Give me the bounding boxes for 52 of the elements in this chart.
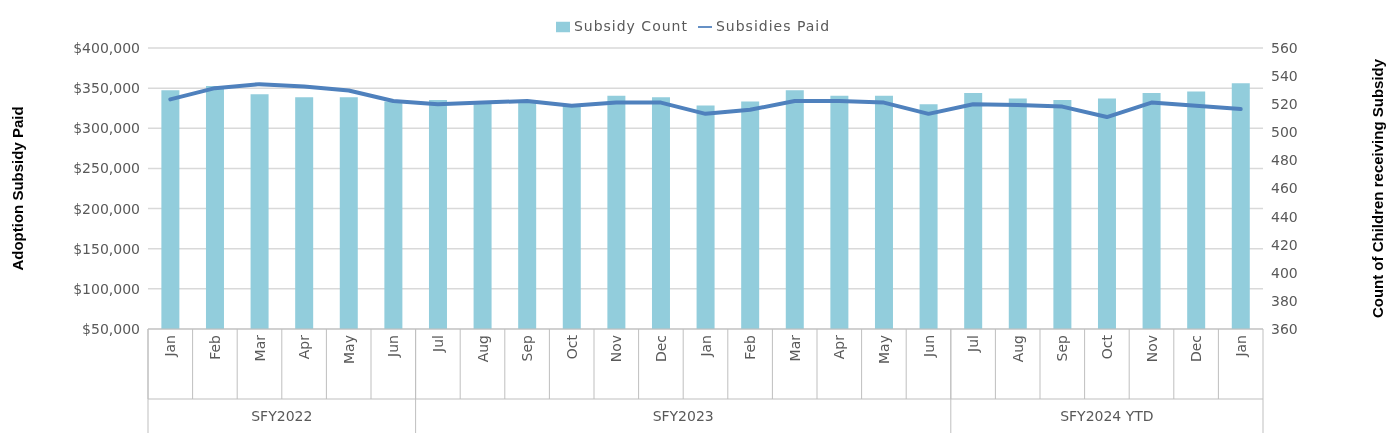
x-tick-label: Mar: [786, 334, 803, 362]
x-tick-label: Apr: [296, 334, 313, 360]
y-tick-label: $350,000: [73, 80, 140, 97]
x-tick-label: Oct: [563, 334, 580, 360]
text: SFY2022: [251, 408, 313, 424]
y2-tick-label: 540: [1271, 68, 1298, 85]
x-tick-label: Aug: [474, 335, 491, 363]
y-axis-title: Adoption Subsidy Paid: [9, 106, 27, 271]
x-tick-label: Jul: [965, 335, 982, 353]
x-tick-label: Jan: [162, 335, 179, 358]
x-tick-label: Nov: [608, 335, 625, 363]
y-tick-label: $300,000: [73, 120, 140, 137]
x-tick-label: Jul: [429, 335, 446, 353]
y-tick-label: $200,000: [73, 200, 140, 217]
y2-tick-label: 520: [1271, 96, 1298, 113]
x-tick-label: Mar: [251, 334, 268, 362]
x-tick-label: Jan: [1232, 335, 1249, 358]
x-tick-label: Sep: [1054, 334, 1071, 362]
x-tick-label: Jun: [385, 335, 402, 358]
text: SFY2023: [652, 408, 714, 424]
x-tick-label: Aug: [1009, 335, 1026, 363]
y2-tick-label: 560: [1271, 39, 1298, 56]
y-tick-label: $150,000: [73, 240, 140, 257]
y2-tick-label: 460: [1271, 180, 1298, 197]
x-tick-label: Dec: [1188, 335, 1205, 363]
x-tick-label: Feb: [206, 334, 223, 360]
y2-tick-label: 400: [1271, 264, 1298, 281]
x-tick-label: Feb: [742, 334, 759, 360]
y-tick-label: $400,000: [73, 39, 140, 56]
y2-tick-label: 420: [1271, 236, 1298, 253]
y-tick-label: $100,000: [73, 280, 140, 297]
x-tick-label: May: [340, 335, 357, 364]
x-tick-label: Oct: [1098, 334, 1115, 360]
legend-label: Subsidy Count: [573, 18, 688, 34]
y2-tick-label: 380: [1271, 292, 1298, 309]
x-tick-label: Apr: [831, 334, 848, 360]
x-tick-label: Sep: [519, 334, 536, 362]
line-series: [168, 82, 1243, 120]
legend-label: Subsidies Paid: [715, 18, 831, 34]
x-tick-label: May: [875, 335, 892, 364]
x-tick-label: Jun: [920, 335, 937, 358]
y2-axis-title: Count of Children receiving Subsidy: [1369, 58, 1387, 319]
y-tick-label: $50,000: [82, 320, 140, 337]
y2-tick-label: 480: [1271, 152, 1298, 169]
y-tick-label: $250,000: [73, 160, 140, 177]
x-tick-label: Nov: [1143, 335, 1160, 363]
y2-tick-label: 360: [1271, 320, 1298, 337]
y2-tick-label: 500: [1271, 124, 1298, 141]
x-tick-label: Jan: [697, 335, 714, 358]
x-tick-label: Dec: [652, 335, 669, 363]
y2-tick-label: 440: [1271, 208, 1298, 225]
text: SFY2024 YTD: [1060, 408, 1154, 424]
